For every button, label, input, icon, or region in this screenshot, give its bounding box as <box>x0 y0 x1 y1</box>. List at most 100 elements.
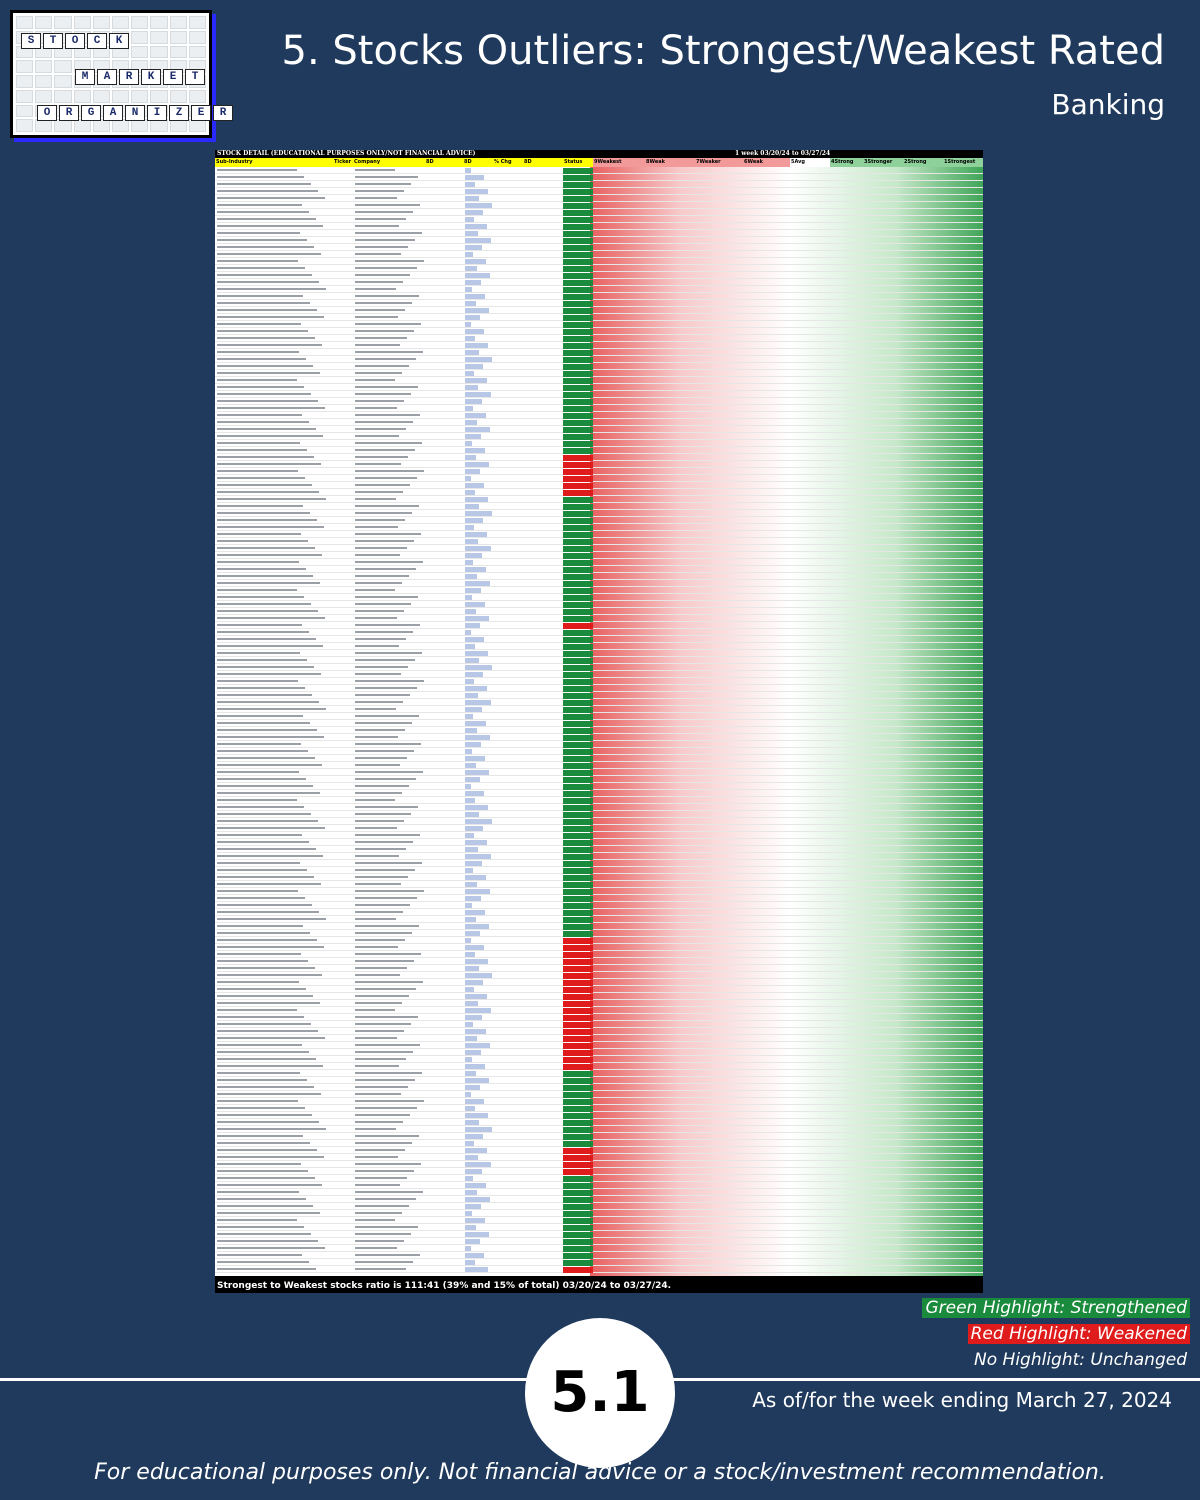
percentile-bar <box>465 644 475 649</box>
table-row <box>215 649 983 650</box>
table-cell-text <box>355 960 414 962</box>
table-cell-text <box>355 1184 400 1186</box>
table-cell-text <box>217 764 322 766</box>
table-cell-text <box>217 827 325 829</box>
status-badge <box>563 874 593 881</box>
percentile-bar <box>465 490 475 495</box>
percentile-bar <box>465 707 482 712</box>
logo-tile <box>169 89 187 103</box>
percentile-bar <box>465 1113 488 1118</box>
status-badge <box>563 503 593 510</box>
table-row <box>215 943 983 944</box>
status-badge <box>563 167 593 174</box>
percentile-bar <box>465 504 479 509</box>
status-badge <box>563 384 593 391</box>
status-badge <box>563 615 593 622</box>
table-cell-text <box>355 281 403 283</box>
table-row <box>215 586 983 587</box>
table-cell-text <box>217 869 307 871</box>
percentile-bar <box>465 1239 480 1244</box>
table-cell-text <box>355 463 401 465</box>
table-cell-text <box>217 246 314 248</box>
status-badge <box>563 538 593 545</box>
table-cell-text <box>355 253 401 255</box>
table-cell-text <box>355 225 399 227</box>
table-row <box>215 572 983 573</box>
table-cell-text <box>217 400 318 402</box>
percentile-bar <box>465 455 476 460</box>
table-cell-text <box>355 498 396 500</box>
page-title: 5. Stocks Outliers: Strongest/Weakest Ra… <box>281 28 1165 74</box>
status-badge <box>563 622 593 629</box>
table-cell-text <box>355 715 419 717</box>
table-row <box>215 880 983 881</box>
status-badge <box>563 433 593 440</box>
table-cell-text <box>217 267 305 269</box>
table-cell-text <box>355 911 403 913</box>
table-row <box>215 922 983 923</box>
table-cell-text <box>355 750 414 752</box>
table-cell-text <box>217 505 303 507</box>
logo-tile <box>16 16 34 29</box>
percentile-bar <box>465 602 485 607</box>
column-header: 5Avg <box>790 158 830 167</box>
logo-letter: O <box>65 33 85 49</box>
table-row <box>215 1020 983 1021</box>
table-row <box>215 1090 983 1091</box>
status-badge <box>563 1161 593 1168</box>
table-cell-text <box>217 323 301 325</box>
status-badge <box>563 1252 593 1259</box>
status-badge <box>563 209 593 216</box>
table-cell-text <box>217 743 301 745</box>
percentile-bar <box>465 287 472 292</box>
table-cell-text <box>217 176 304 178</box>
table-cell-text <box>355 666 408 668</box>
status-badge <box>563 1091 593 1098</box>
table-cell-text <box>355 939 405 941</box>
percentile-bar <box>465 259 486 264</box>
percentile-bar <box>465 924 489 929</box>
logo-letter: E <box>163 69 183 85</box>
table-cell-text <box>355 1009 395 1011</box>
table-row <box>215 271 983 272</box>
table-cell-text <box>355 190 404 192</box>
logo-letter: A <box>103 105 123 121</box>
table-cell-text <box>217 225 323 227</box>
status-badge <box>563 818 593 825</box>
logo-letter: R <box>119 69 139 85</box>
table-row <box>215 656 983 657</box>
status-badge <box>563 468 593 475</box>
table-cell-text <box>217 1023 311 1025</box>
table-cell-text <box>217 1198 306 1200</box>
table-row <box>215 663 983 664</box>
table-row <box>215 1034 983 1035</box>
table-row <box>215 845 983 846</box>
percentile-bar <box>465 1246 471 1251</box>
percentile-bar <box>465 315 480 320</box>
percentile-bar <box>465 196 479 201</box>
table-row <box>215 355 983 356</box>
logo-letter: R <box>59 105 79 121</box>
percentile-bar <box>465 336 475 341</box>
percentile-bar <box>465 693 478 698</box>
table-cell-text <box>217 631 309 633</box>
status-badge <box>563 839 593 846</box>
status-badge <box>563 377 593 384</box>
percentile-bar <box>465 896 481 901</box>
percentile-bar <box>465 420 477 425</box>
table-cell-text <box>217 729 317 731</box>
status-badge <box>563 1014 593 1021</box>
status-badge <box>563 573 593 580</box>
table-cell-text <box>355 589 395 591</box>
table-row <box>215 467 983 468</box>
table-row <box>215 327 983 328</box>
table-row <box>215 817 983 818</box>
status-badge <box>563 1196 593 1203</box>
table-cell-text <box>217 302 310 304</box>
table-row <box>215 481 983 482</box>
status-badge <box>563 685 593 692</box>
table-row <box>215 866 983 867</box>
logo-tile <box>131 119 149 132</box>
percentile-bar <box>465 1267 488 1272</box>
